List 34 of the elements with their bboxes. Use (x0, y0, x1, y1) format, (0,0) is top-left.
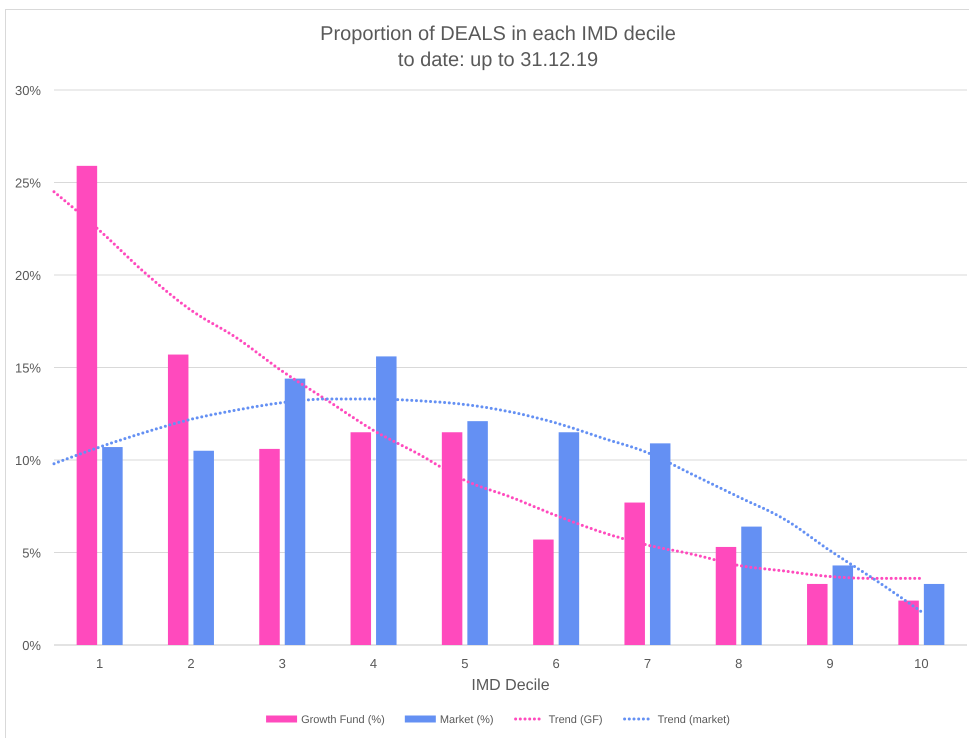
y-tick-label: 25% (14, 176, 42, 190)
y-tick-label: 30% (14, 83, 42, 98)
x-tick-label: 2 (187, 656, 195, 671)
legend-label: Market (%) (440, 714, 494, 726)
legend-label: Trend (GF) (548, 714, 603, 726)
x-tick-label: 7 (644, 656, 652, 671)
y-tick-label: 10% (14, 453, 42, 468)
bar (898, 600, 919, 645)
bar (168, 354, 188, 645)
x-tick-label: 5 (461, 656, 468, 671)
y-tick-label: 20% (14, 268, 42, 283)
x-tick-label: 6 (552, 656, 560, 671)
bar (741, 526, 762, 645)
y-tick-label: 0% (22, 638, 42, 653)
chart-subtitle: to date: up to 31.12.19 (398, 49, 598, 71)
chart-title: Proportion of DEALS in each IMD decile (320, 23, 676, 45)
bar (467, 421, 488, 645)
legend-label: Trend (market) (658, 714, 730, 726)
x-tick-label: 10 (914, 656, 929, 671)
legend-label: Growth Fund (%) (301, 714, 385, 726)
y-tick-label: 5% (22, 546, 42, 560)
x-tick-label: 3 (278, 656, 286, 671)
bar (193, 450, 214, 645)
bar (533, 540, 554, 645)
x-axis-title: IMD Decile (471, 677, 550, 694)
y-tick-label: 15% (14, 360, 42, 376)
x-tick-label: 1 (96, 656, 104, 671)
x-tick-label: 4 (370, 656, 378, 671)
bar (350, 432, 372, 645)
x-tick-label: 8 (735, 656, 742, 671)
bar (259, 448, 280, 645)
bar (807, 584, 828, 645)
x-tick-label: 9 (826, 656, 834, 671)
bar (924, 584, 944, 645)
